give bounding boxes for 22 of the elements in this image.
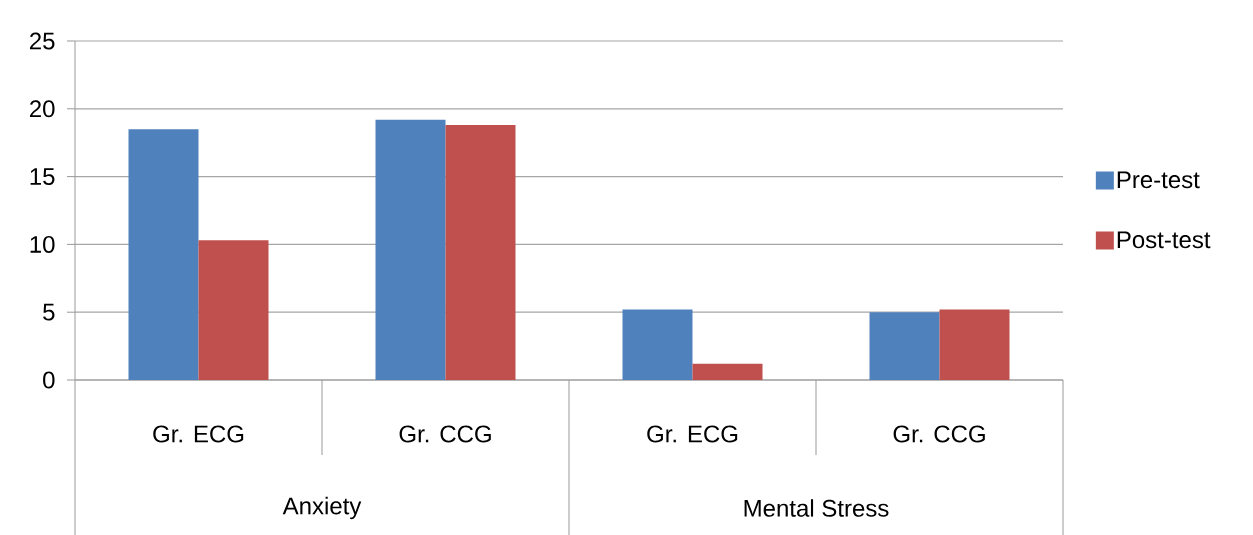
x-tick-label: Gr. ECG xyxy=(153,425,244,443)
text: Anxiety xyxy=(282,496,362,520)
y-tick-label: 15 xyxy=(30,168,55,185)
bar xyxy=(622,309,693,380)
bar xyxy=(692,363,763,380)
bar xyxy=(445,125,516,380)
bar xyxy=(375,119,446,380)
x-tick-label: Gr. CCG xyxy=(893,425,985,443)
text: Mental Stress xyxy=(744,499,889,517)
legend-label: Pre-test xyxy=(1117,171,1200,189)
y-tick-label: 10 xyxy=(30,235,55,253)
y-tick-label: 25 xyxy=(29,32,55,50)
bar xyxy=(939,309,1010,380)
x-tick-label: Gr. CCG xyxy=(399,425,491,443)
legend-label: Post-test xyxy=(1117,231,1211,249)
bar xyxy=(198,240,269,380)
bar xyxy=(128,129,199,380)
bar xyxy=(869,312,940,380)
x-tick-label: Gr. ECG xyxy=(647,425,738,443)
y-tick-label: 0 xyxy=(43,371,55,389)
y-tick-label: 5 xyxy=(43,303,55,321)
y-tick-label: 20 xyxy=(29,100,55,118)
